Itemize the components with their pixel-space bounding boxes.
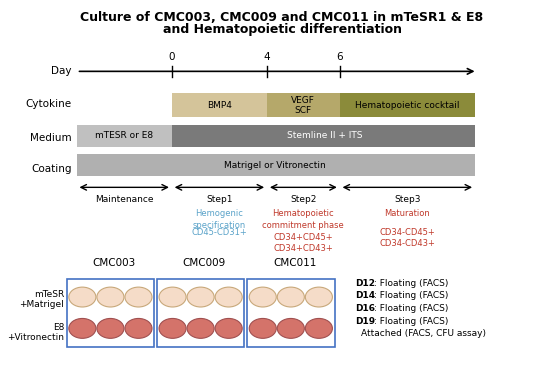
Text: 4: 4 — [264, 52, 270, 62]
Text: Stemline II + ITS: Stemline II + ITS — [287, 131, 363, 140]
Text: Hematopoietic cocktail: Hematopoietic cocktail — [355, 101, 460, 110]
Text: Day: Day — [51, 66, 72, 76]
Text: : Floating (FACS): : Floating (FACS) — [374, 279, 448, 288]
Bar — [172, 125, 475, 147]
Text: Medium: Medium — [30, 132, 72, 142]
Text: 6: 6 — [336, 52, 343, 62]
Text: BMP4: BMP4 — [207, 101, 232, 110]
Circle shape — [97, 318, 124, 338]
Text: CD34-CD45+
CD34-CD43+: CD34-CD45+ CD34-CD43+ — [379, 228, 435, 248]
Circle shape — [249, 318, 276, 338]
Text: CMC009: CMC009 — [183, 258, 226, 268]
Circle shape — [69, 318, 96, 338]
Circle shape — [125, 318, 152, 338]
Circle shape — [215, 318, 242, 338]
Text: mTeSR
+Matrigel: mTeSR +Matrigel — [19, 290, 64, 309]
Text: D19: D19 — [355, 317, 375, 326]
Circle shape — [159, 318, 186, 338]
Circle shape — [277, 318, 304, 338]
Text: Maintenance: Maintenance — [95, 195, 153, 204]
Text: : Floating (FACS): : Floating (FACS) — [374, 317, 448, 326]
Circle shape — [277, 287, 304, 307]
Text: D14: D14 — [355, 292, 375, 301]
Text: Coating: Coating — [31, 164, 72, 174]
Text: D12: D12 — [355, 279, 375, 288]
Text: 0: 0 — [169, 52, 175, 62]
FancyBboxPatch shape — [247, 279, 335, 347]
Circle shape — [69, 287, 96, 307]
Text: Cytokine: Cytokine — [26, 99, 72, 109]
Text: Maturation: Maturation — [384, 210, 430, 219]
Circle shape — [305, 287, 332, 307]
FancyBboxPatch shape — [67, 279, 154, 347]
Text: and Hematopoietic differentiation: and Hematopoietic differentiation — [162, 23, 402, 36]
Circle shape — [305, 318, 332, 338]
Text: Attached (FACS, CFU assay): Attached (FACS, CFU assay) — [361, 329, 486, 338]
Circle shape — [249, 287, 276, 307]
Bar — [76, 154, 475, 176]
Circle shape — [187, 287, 214, 307]
Text: CMC011: CMC011 — [273, 258, 316, 268]
Bar — [340, 93, 475, 117]
Bar — [267, 93, 340, 117]
Text: CD34+CD45+
CD34+CD43+: CD34+CD45+ CD34+CD43+ — [273, 233, 333, 253]
Text: D16: D16 — [355, 304, 375, 313]
Text: Culture of CMC003, CMC009 and CMC011 in mTeSR1 & E8: Culture of CMC003, CMC009 and CMC011 in … — [81, 12, 484, 24]
Text: mTESR or E8: mTESR or E8 — [95, 131, 153, 140]
Text: : Floating (FACS): : Floating (FACS) — [374, 292, 448, 301]
Text: Hemogenic
specification: Hemogenic specification — [193, 210, 246, 230]
Circle shape — [215, 287, 242, 307]
Text: CD45-CD31+: CD45-CD31+ — [192, 228, 247, 237]
Text: CMC003: CMC003 — [92, 258, 136, 268]
Bar — [76, 125, 172, 147]
Circle shape — [97, 287, 124, 307]
Text: Hematopoietic
commitment phase: Hematopoietic commitment phase — [263, 210, 344, 230]
Text: Step1: Step1 — [206, 195, 233, 204]
Circle shape — [125, 287, 152, 307]
Circle shape — [187, 318, 214, 338]
Bar — [172, 93, 267, 117]
Text: Step3: Step3 — [394, 195, 421, 204]
Text: E8
+Vitronectin: E8 +Vitronectin — [7, 323, 64, 342]
Circle shape — [159, 287, 186, 307]
Text: Matrigel or Vitronectin: Matrigel or Vitronectin — [224, 161, 325, 170]
Text: : Floating (FACS): : Floating (FACS) — [374, 304, 448, 313]
Text: VEGF
SCF: VEGF SCF — [292, 95, 315, 115]
FancyBboxPatch shape — [157, 279, 245, 347]
Text: Step2: Step2 — [290, 195, 317, 204]
